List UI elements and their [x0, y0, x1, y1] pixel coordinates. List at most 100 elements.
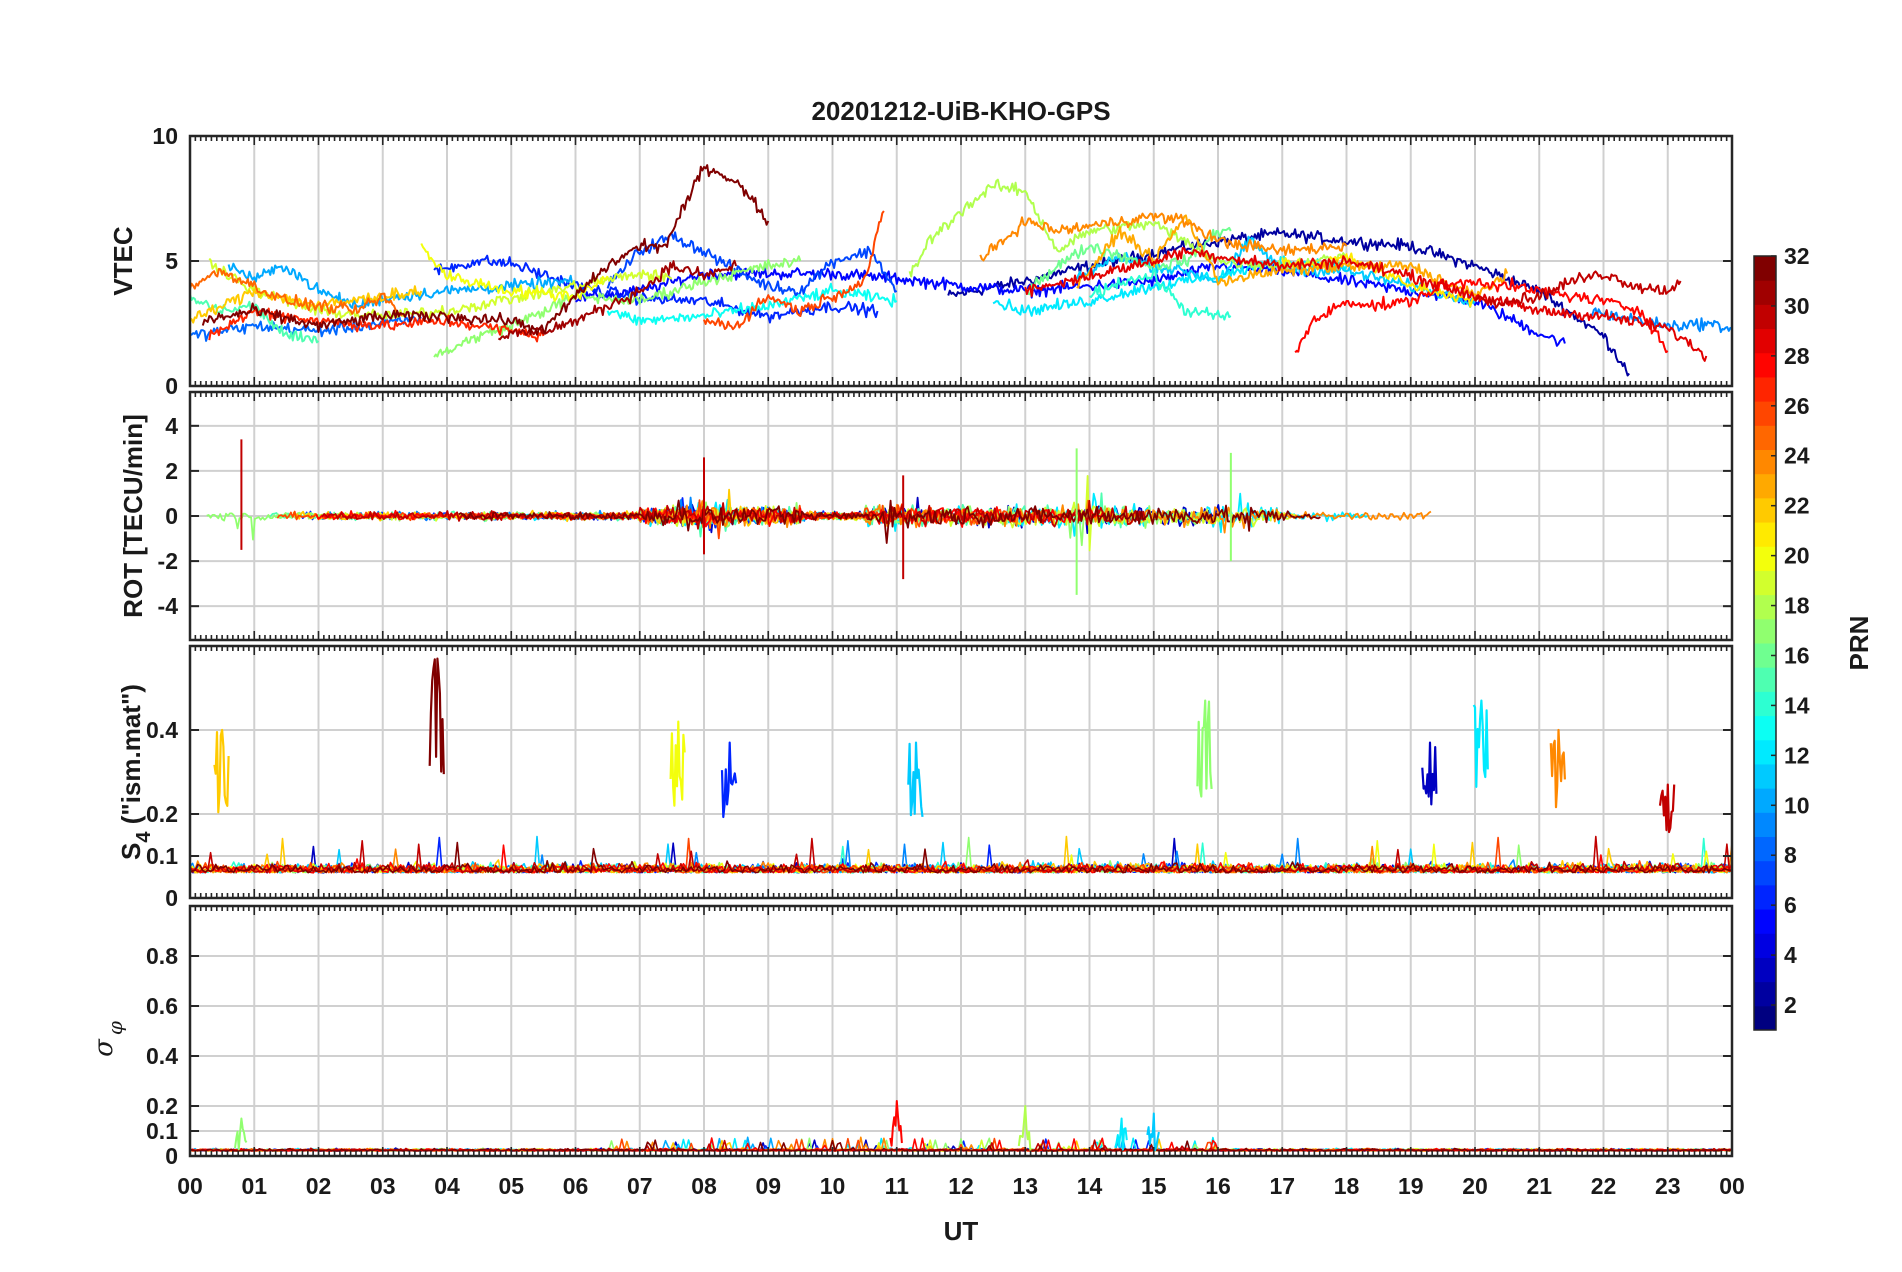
sigphi-peak-prn-11 — [1146, 1112, 1160, 1152]
s4-peak-prn-30 — [1658, 783, 1676, 834]
x-tick-label: 03 — [370, 1173, 396, 1199]
colorbar-tick-label: 24 — [1784, 443, 1810, 469]
y-axis-label-sigphi: σφ — [89, 1021, 127, 1057]
colorbar-tick-label: 10 — [1784, 792, 1810, 818]
sigphi-label-sub: φ — [103, 1021, 127, 1035]
x-tick-label: 22 — [1591, 1173, 1617, 1199]
x-tick-label: 21 — [1526, 1173, 1552, 1199]
colorbar-tick-label: 22 — [1784, 493, 1810, 519]
colorbar-segment — [1754, 957, 1776, 983]
y-tick-label: 0.4 — [146, 1043, 178, 1069]
vtec-series-prn-29 — [1024, 247, 1708, 362]
y-tick-label: 0.8 — [146, 943, 178, 969]
y-tick-label: 10 — [152, 123, 178, 149]
colorbar-tick-label: 30 — [1784, 293, 1810, 319]
y-tick-label: 0.2 — [146, 1093, 178, 1119]
colorbar-segment — [1754, 981, 1776, 1007]
colorbar-segment — [1754, 376, 1776, 402]
x-axis-label: UT — [944, 1216, 979, 1246]
x-tick-label: 14 — [1077, 1173, 1103, 1199]
colorbar-segment — [1754, 280, 1776, 305]
vtec-series-prn-25 — [189, 268, 403, 317]
y-axis-label-s4: S4 ("ism.mat") — [116, 684, 155, 860]
y-tick-label: 0 — [165, 885, 178, 911]
colorbar-segment — [1754, 570, 1776, 596]
s4-peak-prn-24 — [1549, 728, 1566, 809]
colorbar-tick-label: 16 — [1784, 642, 1810, 668]
s4-peak-prn-20 — [669, 720, 686, 807]
vtec-series-prn-22 — [189, 285, 423, 324]
x-tick-label: 18 — [1334, 1173, 1360, 1199]
rot-series-prn-32 — [458, 499, 1321, 544]
colorbar-segment — [1754, 594, 1776, 620]
colorbar-tick-label: 2 — [1784, 992, 1797, 1018]
s4-label-sub: 4 — [133, 831, 155, 843]
colorbar-tick-label: 12 — [1784, 742, 1810, 768]
x-tick-label: 10 — [820, 1173, 846, 1199]
colorbar-segment — [1754, 860, 1776, 886]
s4-label-rest: ("ism.mat") — [116, 684, 146, 831]
x-tick-label: 16 — [1205, 1173, 1231, 1199]
colorbar-tick-label: 26 — [1784, 393, 1810, 419]
sigphi-peak-prn-18 — [1017, 1105, 1032, 1151]
y-tick-label: -2 — [158, 548, 178, 574]
colorbar-tick-label: 28 — [1784, 343, 1810, 369]
panel-s4: 00.10.20.4S4 ("ism.mat") — [116, 644, 1734, 911]
x-tick-label: 08 — [691, 1173, 717, 1199]
vtec-series-prn-32 — [201, 164, 770, 336]
panel-sigphi: 00.10.2 0.4 0.6 0.8 σφ — [89, 904, 1734, 1169]
s4-label-main: S — [116, 843, 146, 860]
colorbar-segment — [1754, 836, 1776, 862]
s4-series-prn-30 — [189, 835, 1733, 874]
vtec-series-prn-11 — [1075, 235, 1476, 308]
panel-vtec: 0 5 10 VTEC — [108, 123, 1734, 399]
colorbar-segment — [1754, 715, 1776, 741]
x-tick-label: 04 — [434, 1173, 460, 1199]
colorbar-segment — [1754, 497, 1776, 523]
y-tick-label: 0.6 — [146, 993, 178, 1019]
chart-title: 20201212-UiB-KHO-GPS — [811, 96, 1110, 126]
x-tick-label: 13 — [1012, 1173, 1038, 1199]
x-tick-label: 01 — [241, 1173, 267, 1199]
x-tick-label: 09 — [755, 1173, 781, 1199]
colorbar-segment — [1754, 643, 1776, 668]
colorbar-segment — [1754, 618, 1776, 644]
sigphi-label-main: σ — [89, 1038, 119, 1057]
colorbar-label: PRN — [1844, 616, 1874, 671]
y-tick-label: 0 — [165, 373, 178, 399]
y-tick-label: 2 — [165, 458, 178, 484]
x-tick-label: 07 — [627, 1173, 653, 1199]
colorbar-tick-label: 6 — [1784, 892, 1797, 918]
colorbar-tick-label: 32 — [1784, 243, 1810, 269]
s4-series-prn-28 — [189, 844, 1733, 874]
colorbar-segment — [1754, 1005, 1776, 1031]
y-tick-label: 0.1 — [146, 1118, 178, 1144]
sigphi-peak-prn-17 — [234, 1117, 248, 1151]
x-tick-label: 06 — [563, 1173, 589, 1199]
vtec-series-prn-26 — [703, 210, 885, 331]
y-axis-label-rot: ROT [TECU/min] — [118, 414, 148, 618]
vtec-series-prn-30 — [1474, 270, 1682, 309]
x-tick-label: 12 — [948, 1173, 974, 1199]
colorbar-segment — [1754, 909, 1776, 934]
colorbar-segment — [1754, 739, 1776, 765]
colorbar-segment — [1754, 401, 1776, 426]
s4-peak-prn-12 — [1472, 699, 1489, 789]
colorbar-segment — [1754, 328, 1776, 354]
x-axis-ticks: 00 01 02 03 04 05 06 07 08 09 10 11 12 13 14 15 16 17 18 19… — [177, 1173, 1745, 1199]
vtec-series-prn-9 — [1590, 307, 1733, 334]
colorbar-tick-label: 18 — [1784, 593, 1810, 619]
x-tick-label: 11 — [885, 1173, 910, 1199]
y-tick-label: -4 — [158, 593, 179, 619]
s4-peak-prn-3 — [1421, 741, 1438, 806]
x-tick-label: 15 — [1141, 1173, 1167, 1199]
y-tick-label: 0 — [165, 503, 178, 529]
x-tick-label: 00 — [1719, 1173, 1745, 1199]
colorbar-segment — [1754, 884, 1776, 910]
colorbar-segment — [1754, 546, 1776, 571]
y-tick-label: 5 — [165, 248, 178, 274]
vtec-series-prn-24 — [979, 212, 1348, 262]
colorbar-tick-label: 8 — [1784, 842, 1797, 868]
y-tick-label: 0.1 — [146, 843, 178, 869]
